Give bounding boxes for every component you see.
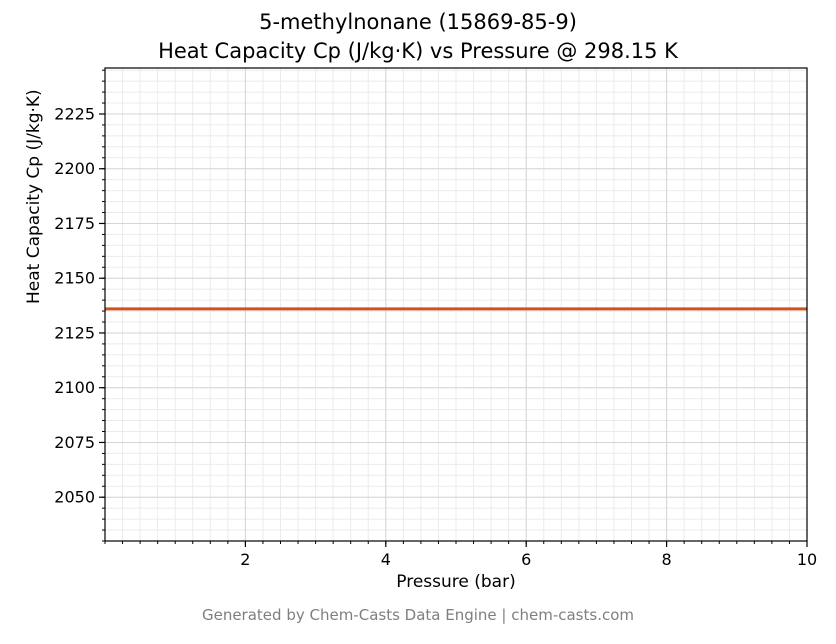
- y-tick-label: 2100: [54, 378, 95, 397]
- y-tick-label: 2200: [54, 159, 95, 178]
- y-tick-label: 2175: [54, 214, 95, 233]
- x-tick-label: 4: [381, 550, 391, 569]
- y-tick-label: 2225: [54, 104, 95, 123]
- x-tick-label: 8: [662, 550, 672, 569]
- y-tick-label: 2075: [54, 433, 95, 452]
- x-tick-label: 2: [240, 550, 250, 569]
- x-tick-label: 6: [521, 550, 531, 569]
- chart-title: 5-methylnonane (15869-85-9) Heat Capacit…: [0, 8, 836, 66]
- y-tick-label: 2150: [54, 269, 95, 288]
- chart-title-line1: 5-methylnonane (15869-85-9): [259, 10, 577, 34]
- y-tick-label: 2050: [54, 488, 95, 507]
- y-tick-label: 2125: [54, 323, 95, 342]
- x-axis-label: Pressure (bar): [396, 572, 516, 592]
- x-tick-label: 10: [797, 550, 817, 569]
- chart-title-line2: Heat Capacity Cp (J/kg·K) vs Pressure @ …: [158, 38, 678, 63]
- footer-credit: Generated by Chem-Casts Data Engine | ch…: [201, 606, 635, 624]
